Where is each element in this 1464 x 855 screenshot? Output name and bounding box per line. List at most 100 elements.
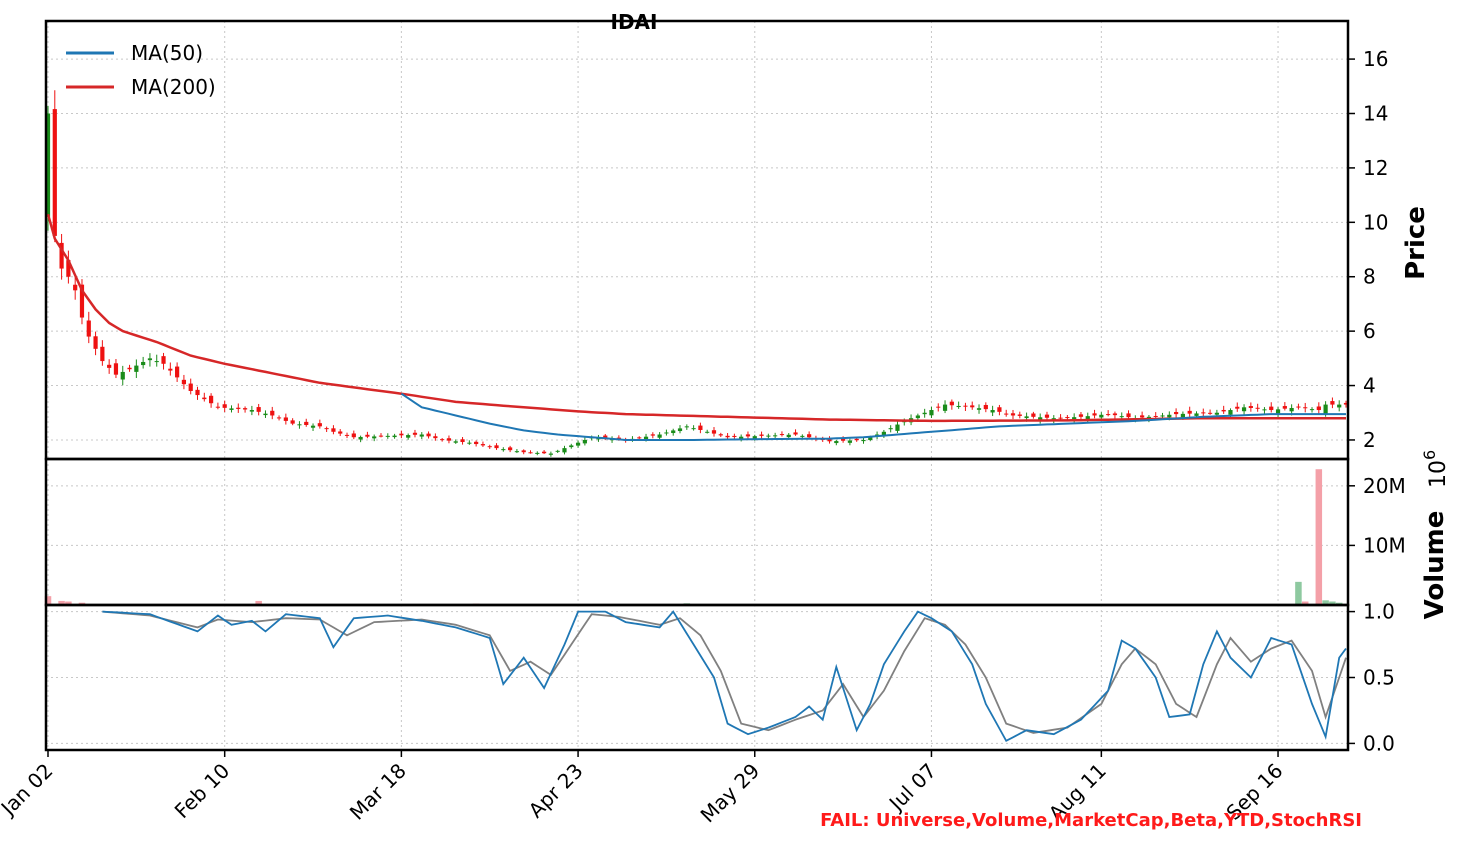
candle-body (127, 367, 132, 370)
candle-body (208, 395, 214, 404)
x-tick-label: May 29 (696, 759, 765, 828)
legend-ma200-label: MA(200) (131, 75, 216, 99)
candle-body (1323, 404, 1328, 414)
candle-body (983, 404, 988, 410)
candle-body (1303, 407, 1308, 409)
candle-body (1275, 409, 1281, 414)
candle-body (976, 408, 982, 410)
volume-exponent-base: 10 (1426, 460, 1451, 488)
candle-body (1330, 401, 1335, 405)
stoch-frame (44, 603, 1350, 752)
candle-body (1024, 416, 1029, 419)
price-panel: 2 4 6 8 10 12 14 16 Price MA(50) MA(200) (44, 19, 1431, 461)
volume-grid (46, 459, 1348, 605)
price-tick-label: 2 (1363, 428, 1376, 452)
candle-body (1174, 412, 1179, 415)
candle-body (406, 435, 411, 438)
candle-body (1337, 404, 1342, 408)
price-tick-label: 4 (1363, 374, 1376, 398)
stoch-k-line (102, 610, 1347, 743)
candle-body (66, 260, 71, 277)
candle-body (942, 404, 948, 411)
candle-body (684, 426, 689, 428)
candle-body (175, 366, 180, 378)
candle-body (1092, 413, 1097, 416)
candle-body (963, 405, 968, 407)
candle-body (555, 450, 560, 452)
candle-body (1289, 407, 1294, 412)
stoch-grid (46, 605, 1348, 750)
candle-body (698, 425, 703, 430)
candle-body (487, 446, 492, 448)
volume-exponent: 106 (1420, 450, 1451, 488)
volume-ticks: 10M 20M (1348, 474, 1406, 557)
candle-body (1282, 406, 1287, 409)
candle-body (956, 405, 961, 408)
candle-body (1031, 413, 1036, 417)
candle-body (1296, 406, 1301, 408)
candle-body (73, 284, 78, 291)
volume-panel: 10M 20M Volume 106 (44, 450, 1451, 619)
candle-body (562, 448, 567, 453)
candle-body (807, 434, 812, 438)
candle-body (229, 408, 234, 410)
candle-body (677, 428, 683, 432)
candle-body (711, 430, 717, 434)
volume-tick-label: 10M (1363, 533, 1406, 557)
candle-body (161, 356, 166, 364)
candle-body (779, 434, 785, 436)
candle-body (1309, 409, 1315, 411)
candle-body (1207, 412, 1213, 414)
candle-body (671, 430, 676, 434)
candle-body (841, 438, 846, 441)
candle-body (528, 452, 533, 454)
candle-body (949, 401, 954, 406)
candle-body (52, 109, 57, 236)
candle-body (100, 346, 105, 362)
candle-body (1262, 409, 1267, 411)
candle-body (970, 405, 975, 408)
candle-body (1255, 407, 1260, 409)
x-tick-label: Apr 23 (524, 759, 588, 823)
candle-body (433, 436, 438, 439)
candle-body (317, 423, 322, 427)
candle-body (270, 410, 275, 416)
candle-body (120, 371, 125, 380)
candle-body (338, 431, 343, 434)
candle-body (834, 441, 839, 444)
candle-body (868, 437, 873, 441)
candle-body (1010, 413, 1016, 416)
price-tick-label: 12 (1363, 156, 1388, 180)
candle-body (1201, 412, 1206, 414)
candle-body (107, 364, 112, 368)
candle-body (1187, 410, 1192, 414)
candle-body (399, 433, 404, 436)
candle-body (242, 408, 248, 410)
candle-body (501, 449, 506, 451)
candle-body (718, 434, 723, 436)
candle-body (1269, 406, 1274, 411)
candle-body (548, 453, 553, 455)
candle-body (1078, 414, 1084, 417)
candle-body (419, 434, 424, 437)
legend: MA(50) MA(200) (66, 41, 216, 99)
candle-body (358, 436, 363, 440)
candle-body (365, 434, 370, 437)
stoch-ticks: 0.0 0.5 1.0 (1348, 600, 1395, 755)
candle-body (1221, 409, 1226, 412)
candle-body (732, 435, 737, 437)
ma200-line (46, 213, 1346, 423)
candle-body (181, 379, 187, 385)
candle-body (202, 397, 207, 400)
candle-body (372, 436, 377, 439)
candle-body (1038, 417, 1043, 420)
candle-body (1241, 407, 1247, 412)
candle-body (392, 435, 397, 438)
stoch-tick-label: 1.0 (1363, 600, 1395, 624)
candle-body (929, 410, 934, 416)
candle-body (113, 363, 119, 375)
candle-body (276, 417, 282, 419)
candle-body (154, 361, 159, 363)
candle-body (249, 410, 254, 412)
candle-body (141, 361, 146, 366)
